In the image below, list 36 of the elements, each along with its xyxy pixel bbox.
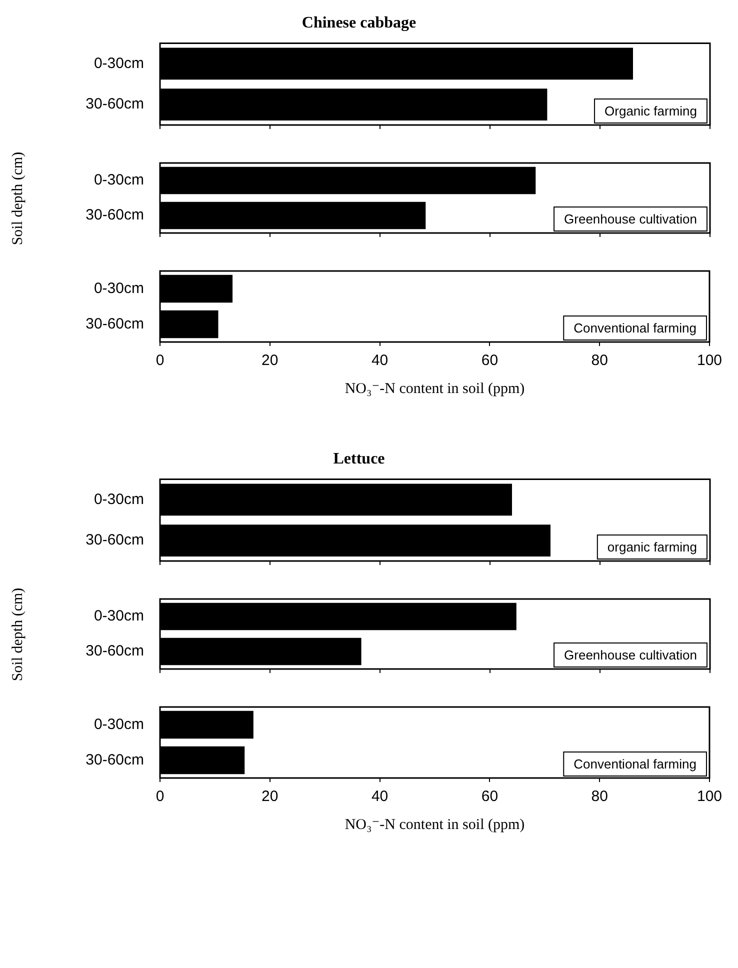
x-axis-title: NO₃⁻-N content in soil (ppm): [344, 816, 525, 833]
x-tick-label: 60: [481, 352, 498, 370]
x-tick-label: 20: [262, 788, 278, 806]
y-tick-label: 0-30cm: [94, 172, 144, 189]
annotation: Organic farming: [604, 104, 698, 119]
y-tick-label: 0-30cm: [94, 608, 144, 625]
x-tick-label: 40: [371, 788, 388, 806]
chart-title: Chinese cabbage: [302, 14, 416, 32]
y-tick-label: 30-60cm: [86, 642, 144, 660]
y-tick-label: 30-60cm: [86, 96, 144, 113]
x-tick-label: 40: [371, 352, 388, 370]
x-tick-label: 80: [591, 788, 608, 806]
x-axis-title: NO₃⁻-N content in soil (ppm): [344, 380, 525, 397]
annotation: organic farming: [607, 540, 698, 555]
annotation: Conventional farming: [574, 320, 696, 336]
annotation: Conventional farming: [574, 756, 696, 772]
annotation: Greenhouse cultivation: [564, 212, 698, 227]
y-tick-label: 30-60cm: [86, 532, 144, 549]
x-tick-label: 60: [481, 788, 498, 806]
chart-title: Lettuce: [333, 450, 385, 468]
y-tick-label: 0-30cm: [94, 280, 144, 297]
annotation: Greenhouse cultivation: [564, 648, 698, 663]
x-tick-label: 100: [696, 788, 722, 806]
y-tick-label: 30-60cm: [86, 206, 144, 224]
x-tick-label: 0: [156, 788, 164, 806]
y-tick-label: 0-30cm: [94, 716, 144, 733]
x-tick-label: 80: [591, 352, 608, 370]
y-tick-label: 0-30cm: [94, 54, 144, 72]
x-tick-label: 20: [262, 352, 278, 370]
y-tick-label: 0-30cm: [94, 490, 144, 508]
y-axis-title: Soil depth (cm): [10, 151, 28, 245]
x-tick-label: 0: [156, 352, 164, 370]
y-tick-label: 30-60cm: [86, 315, 144, 332]
x-tick-label: 100: [696, 352, 722, 370]
y-tick-label: 30-60cm: [86, 751, 144, 768]
y-axis-title: Soil depth (cm): [10, 587, 28, 681]
